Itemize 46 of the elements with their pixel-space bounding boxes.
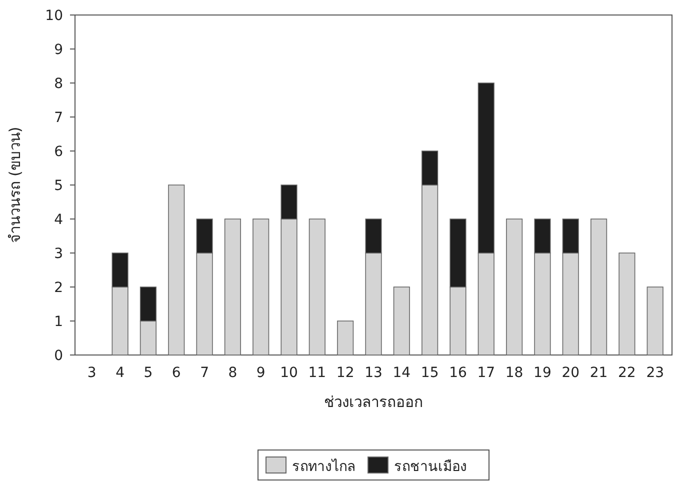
bar (506, 218, 523, 356)
bar (308, 218, 326, 356)
x-tick-label: 17 (477, 365, 496, 381)
bar (618, 252, 636, 356)
x-tick-label: 10 (280, 365, 298, 381)
x-tick-label: 18 (505, 365, 524, 381)
legend-label: รถทางไกล (292, 458, 356, 475)
x-tick-label: 8 (228, 365, 238, 381)
x-tick-label: 3 (87, 365, 96, 381)
y-tick-label: 5 (54, 178, 63, 194)
y-tick-label: 9 (54, 42, 63, 58)
x-tick-label: 20 (562, 365, 580, 381)
bar (393, 286, 410, 356)
bar (252, 218, 270, 356)
x-tick-label: 23 (646, 365, 664, 381)
bar (168, 184, 185, 356)
x-tick-label: 16 (449, 365, 467, 381)
x-tick-label: 4 (116, 365, 125, 381)
x-tick-label: 13 (364, 365, 382, 381)
x-tick-label: 6 (172, 365, 181, 381)
x-axis-title: ช่วงเวลารถออก (324, 393, 423, 411)
y-tick-label: 4 (54, 212, 64, 228)
y-tick-label: 7 (54, 110, 63, 126)
bar (590, 218, 608, 356)
y-tick-label: 10 (45, 8, 63, 24)
x-tick-label: 15 (420, 365, 439, 381)
y-tick-label: 2 (54, 280, 63, 296)
bar (224, 218, 241, 356)
x-tick-label: 5 (144, 365, 153, 381)
legend-label: รถชานเมือง (394, 459, 467, 475)
y-axis-title: จำนวนรถ (ขบวน) (6, 126, 24, 244)
x-tick-label: 21 (590, 365, 608, 381)
bar (337, 320, 354, 356)
x-tick-label: 14 (392, 365, 411, 381)
x-tick-label: 22 (618, 365, 636, 381)
y-tick-label: 1 (54, 314, 63, 330)
x-tick-label: 7 (200, 365, 209, 381)
x-tick-label: 19 (534, 365, 552, 381)
x-tick-label: 9 (256, 365, 266, 381)
y-tick-label: 3 (54, 246, 63, 262)
x-tick-label: 12 (336, 365, 354, 381)
y-tick-label: 0 (54, 348, 63, 364)
y-tick-label: 6 (54, 144, 64, 160)
x-tick-label: 11 (308, 365, 326, 381)
bar (646, 286, 664, 356)
y-tick-label: 8 (54, 76, 63, 92)
